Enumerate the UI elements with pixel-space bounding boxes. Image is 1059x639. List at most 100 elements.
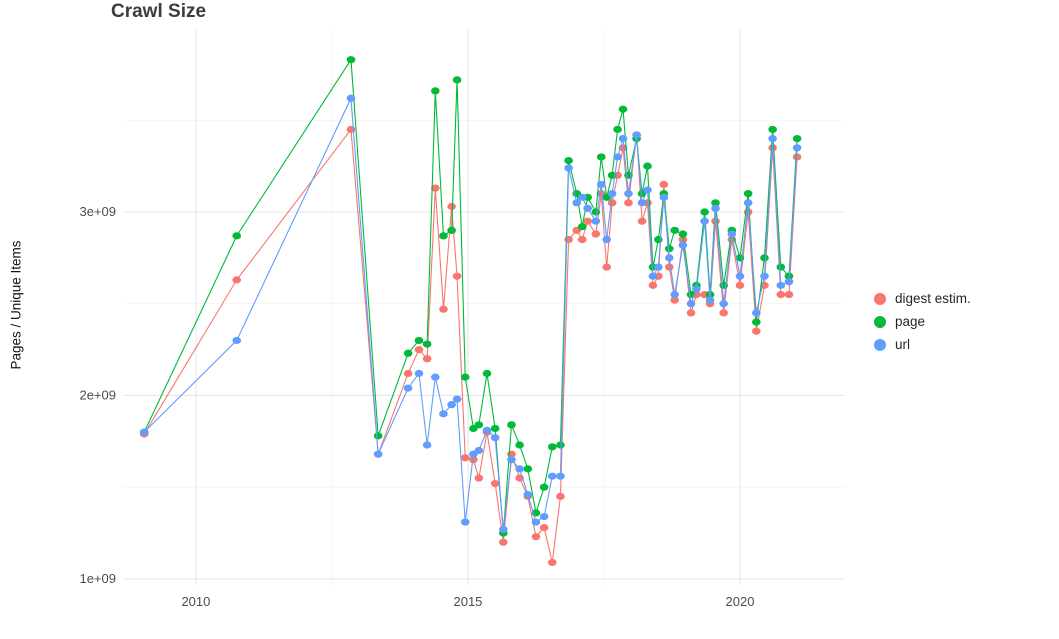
data-point-page — [507, 421, 516, 429]
data-point-url — [439, 410, 448, 418]
data-point-url — [670, 290, 680, 299]
data-point-digest-estim — [752, 327, 761, 335]
data-point-url — [531, 518, 541, 526]
data-point-url — [452, 395, 462, 403]
data-point-page — [373, 432, 383, 440]
data-point-digest-estim — [678, 235, 688, 244]
legend-label-page: page — [895, 314, 926, 329]
data-point-url — [776, 281, 786, 289]
data-point-digest-estim — [591, 230, 601, 238]
data-point-page — [670, 226, 680, 234]
data-point-digest-estim — [792, 153, 802, 161]
y-tick-label: 1e+09 — [79, 571, 116, 586]
data-point-url — [139, 428, 149, 436]
data-point-url — [743, 199, 753, 207]
data-point-url — [613, 153, 622, 161]
data-point-digest-estim — [452, 272, 462, 280]
data-point-url — [346, 94, 356, 102]
data-point-digest-estim — [637, 217, 647, 225]
data-point-digest-estim — [602, 263, 611, 271]
data-point-url — [792, 144, 802, 152]
data-point-page — [414, 336, 424, 345]
data-point-page — [618, 105, 628, 113]
series-digest-estim — [139, 125, 802, 567]
data-point-url — [735, 272, 745, 280]
legend-label-url: url — [895, 337, 911, 352]
data-point-page — [768, 125, 777, 134]
data-point-page — [664, 245, 674, 253]
data-point-digest-estim — [711, 217, 720, 225]
x-tick-label: 2020 — [726, 594, 755, 609]
data-point-url — [659, 193, 669, 201]
y-axis-title: Pages / Unique Items — [8, 240, 24, 370]
data-point-url — [556, 472, 565, 480]
data-point-digest-estim — [469, 456, 478, 464]
data-point-digest-estim — [735, 281, 745, 289]
legend: digest estim. page url — [874, 287, 971, 356]
data-point-url — [632, 131, 641, 139]
data-point-url — [678, 241, 688, 249]
data-point-digest-estim — [583, 217, 592, 225]
data-point-digest-estim — [664, 263, 674, 271]
data-point-page — [556, 441, 565, 449]
y-tick-label: 2e+09 — [79, 387, 116, 402]
data-point-page — [719, 281, 728, 289]
data-point-page — [346, 56, 356, 64]
data-point-page — [515, 441, 524, 449]
series-url — [139, 94, 802, 534]
data-point-digest-estim — [670, 296, 680, 304]
data-point-url — [499, 525, 508, 534]
data-point-page — [700, 208, 709, 216]
data-point-url — [596, 180, 606, 189]
data-point-url — [700, 217, 709, 225]
data-point-page — [447, 226, 456, 234]
data-point-page — [613, 125, 622, 134]
data-point-url — [618, 135, 628, 143]
data-point-digest-estim — [422, 355, 432, 363]
data-point-page — [403, 349, 413, 357]
data-point-digest-estim — [547, 558, 557, 567]
data-point-digest-estim — [607, 199, 617, 207]
gridlines-major — [123, 30, 845, 585]
data-point-url — [654, 263, 663, 271]
data-point-page — [776, 263, 786, 271]
data-point-page — [547, 443, 557, 451]
data-point-page — [577, 223, 587, 231]
data-point-url — [752, 309, 761, 317]
data-point-page — [743, 190, 753, 198]
data-point-url — [431, 373, 440, 381]
data-point-url — [507, 456, 516, 464]
data-point-url — [711, 204, 720, 212]
legend-swatch-page-icon — [874, 315, 886, 328]
x-tick-label: 2015 — [453, 594, 482, 609]
data-point-page — [431, 87, 440, 95]
data-point-url — [591, 217, 601, 225]
legend-swatch-digest-icon — [874, 292, 886, 305]
data-point-url — [403, 384, 413, 392]
data-point-digest-estim — [624, 199, 633, 207]
data-point-page — [460, 373, 470, 381]
data-point-url — [447, 401, 456, 409]
data-point-digest-estim — [564, 235, 573, 244]
data-point-url — [719, 300, 728, 308]
data-point-url — [414, 369, 424, 378]
data-point-url — [768, 135, 777, 143]
legend-label-digest: digest estim. — [895, 291, 971, 306]
data-point-url — [643, 186, 652, 194]
data-point-url — [232, 336, 242, 345]
data-point-digest-estim — [686, 309, 696, 317]
data-point-digest-estim — [556, 492, 565, 500]
data-point-page — [760, 254, 769, 262]
data-point-digest-estim — [431, 184, 440, 192]
data-point-digest-estim — [447, 202, 456, 211]
data-point-digest-estim — [439, 305, 448, 313]
data-point-digest-estim — [539, 523, 549, 532]
x-axis-tick-labels: 2010 2015 2020 — [181, 594, 754, 609]
data-point-page — [474, 421, 484, 429]
data-point-url — [760, 272, 769, 280]
data-point-url — [664, 254, 674, 262]
data-point-url — [583, 204, 592, 212]
data-point-url — [648, 272, 658, 280]
legend-swatch-url-icon — [874, 338, 886, 351]
data-point-digest-estim — [460, 454, 470, 462]
